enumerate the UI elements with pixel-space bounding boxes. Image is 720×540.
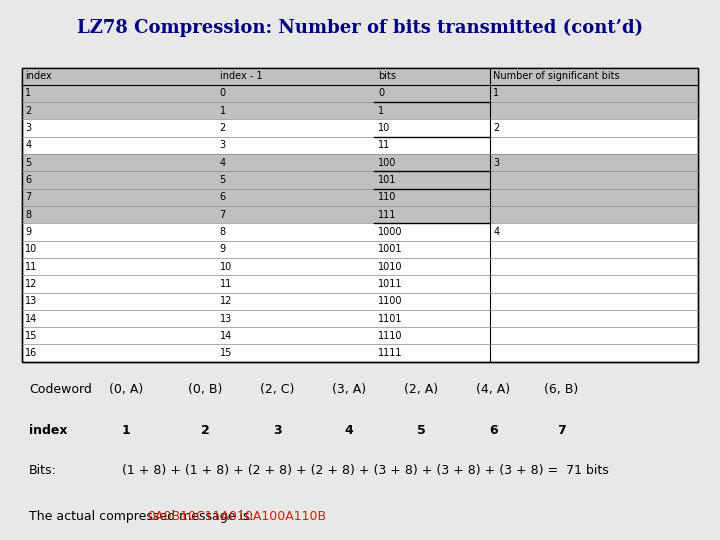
Text: 5: 5 [220, 175, 226, 185]
Text: (0, B): (0, B) [188, 383, 222, 396]
Text: 16: 16 [25, 348, 37, 358]
Bar [22, 85, 698, 102]
Text: 1: 1 [493, 89, 500, 98]
Text: 8: 8 [25, 210, 32, 220]
Text: 1: 1 [220, 106, 226, 116]
Bar [22, 206, 698, 224]
Text: 7: 7 [220, 210, 226, 220]
Text: 4: 4 [220, 158, 226, 168]
Text: (1 + 8) + (1 + 8) + (2 + 8) + (2 + 8) + (3 + 8) + (3 + 8) + (3 + 8) =  71 bits: (1 + 8) + (1 + 8) + (2 + 8) + (2 + 8) + … [122, 464, 609, 477]
Text: 13: 13 [25, 296, 37, 306]
Text: 101: 101 [378, 175, 397, 185]
Text: bits: bits [378, 71, 396, 81]
Text: 0: 0 [378, 89, 384, 98]
Text: 10: 10 [25, 244, 37, 254]
Text: 12: 12 [25, 279, 37, 289]
Text: 14: 14 [220, 331, 232, 341]
Text: 2: 2 [220, 123, 226, 133]
Text: 9: 9 [220, 244, 226, 254]
Text: 3: 3 [25, 123, 32, 133]
Text: 7: 7 [557, 424, 566, 437]
Text: 1: 1 [25, 89, 32, 98]
Bar [22, 102, 698, 119]
Text: 3: 3 [273, 424, 282, 437]
Text: 4: 4 [493, 227, 500, 237]
Text: (0, A): (0, A) [109, 383, 143, 396]
Text: (6, B): (6, B) [544, 383, 579, 396]
Text: 100: 100 [378, 158, 397, 168]
Text: 6: 6 [489, 424, 498, 437]
Text: 15: 15 [220, 348, 232, 358]
Text: 1000: 1000 [378, 227, 402, 237]
Text: index: index [29, 424, 67, 437]
Text: 2: 2 [25, 106, 32, 116]
Text: 11: 11 [25, 261, 37, 272]
Text: 1100: 1100 [378, 296, 402, 306]
Text: index: index [25, 71, 52, 81]
Text: 7: 7 [25, 192, 32, 202]
Bar [22, 154, 698, 171]
Text: 8: 8 [220, 227, 226, 237]
Text: 0A0B10C11A010A100A110B: 0A0B10C11A010A100A110B [148, 510, 327, 523]
Text: Number of significant bits: Number of significant bits [493, 71, 620, 81]
Text: 14: 14 [25, 314, 37, 323]
Text: 0: 0 [220, 89, 226, 98]
Text: 15: 15 [25, 331, 37, 341]
Text: 1110: 1110 [378, 331, 402, 341]
Text: 3: 3 [493, 158, 500, 168]
Text: 1: 1 [378, 106, 384, 116]
Text: 12: 12 [220, 296, 232, 306]
Text: 1: 1 [122, 424, 130, 437]
Text: Codeword: Codeword [29, 383, 91, 396]
Bar [22, 68, 698, 85]
Bar [22, 68, 698, 362]
Text: (4, A): (4, A) [476, 383, 510, 396]
Text: 2: 2 [201, 424, 210, 437]
Text: 1101: 1101 [378, 314, 402, 323]
Text: 5: 5 [417, 424, 426, 437]
Text: index - 1: index - 1 [220, 71, 262, 81]
Text: Bits:: Bits: [29, 464, 57, 477]
Text: (3, A): (3, A) [332, 383, 366, 396]
Text: 1011: 1011 [378, 279, 402, 289]
Bar [22, 68, 698, 362]
Text: 1010: 1010 [378, 261, 402, 272]
Text: 1111: 1111 [378, 348, 402, 358]
Text: 2: 2 [493, 123, 500, 133]
Text: 6: 6 [25, 175, 32, 185]
Text: 1001: 1001 [378, 244, 402, 254]
Text: 11: 11 [220, 279, 232, 289]
Text: 10: 10 [378, 123, 390, 133]
Text: 3: 3 [220, 140, 226, 151]
Bar [22, 171, 698, 188]
Text: 10: 10 [220, 261, 232, 272]
Text: 13: 13 [220, 314, 232, 323]
Text: 4: 4 [25, 140, 32, 151]
Bar [22, 188, 698, 206]
Text: 9: 9 [25, 227, 32, 237]
Text: 4: 4 [345, 424, 354, 437]
Text: 111: 111 [378, 210, 397, 220]
Text: 6: 6 [220, 192, 226, 202]
Text: 5: 5 [25, 158, 32, 168]
Text: LZ78 Compression: Number of bits transmitted (cont’d): LZ78 Compression: Number of bits transmi… [77, 19, 643, 37]
Text: The actual compressed message is:: The actual compressed message is: [29, 510, 258, 523]
Text: (2, C): (2, C) [260, 383, 294, 396]
Text: 110: 110 [378, 192, 397, 202]
Text: 11: 11 [378, 140, 390, 151]
Text: (2, A): (2, A) [404, 383, 438, 396]
